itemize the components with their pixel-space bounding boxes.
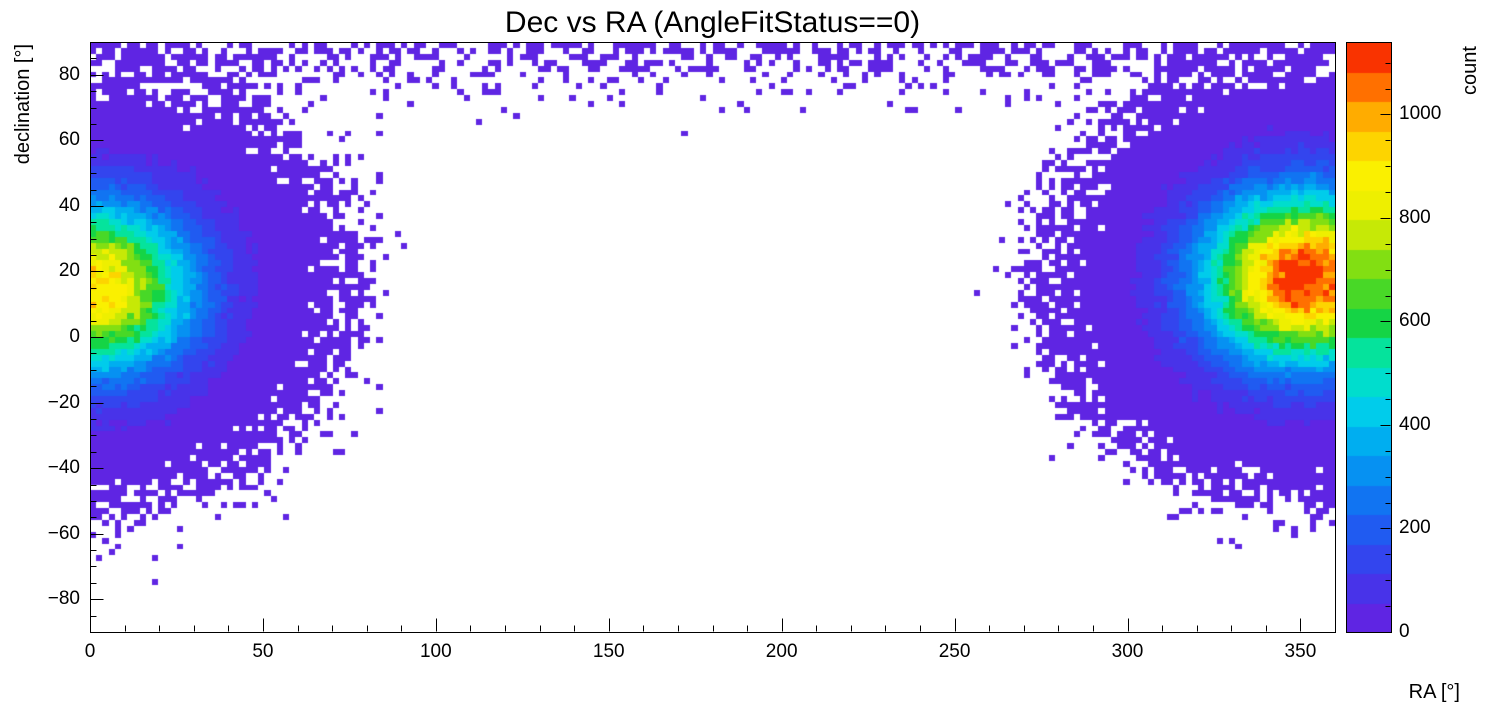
y-tick-label: 80 <box>58 63 80 85</box>
z-tick-label: 1000 <box>1399 103 1442 125</box>
y-tick-label: −40 <box>47 457 80 479</box>
x-axis-title: RA [°] <box>1408 681 1460 703</box>
z-tick-label: 600 <box>1399 310 1431 332</box>
z-tick-label: 200 <box>1399 517 1431 539</box>
x-tick-label: 200 <box>765 641 798 662</box>
x-tick-label: 300 <box>1111 641 1144 662</box>
y-tick-label: 20 <box>58 260 80 282</box>
x-tick-label: 0 <box>84 641 96 662</box>
z-axis-title: count <box>1459 46 1481 95</box>
colorbar <box>1347 42 1391 632</box>
y-tick-label: −80 <box>47 588 80 610</box>
x-tick-label: 100 <box>419 641 452 662</box>
x-tick-label: 250 <box>938 641 971 662</box>
y-tick-label: −20 <box>47 391 80 413</box>
y-tick-label: −60 <box>47 522 80 544</box>
z-tick-label: 0 <box>1399 621 1410 642</box>
z-tick-label: 800 <box>1399 206 1431 228</box>
chart-title: Dec vs RA (AngleFitStatus==0) <box>504 6 921 39</box>
y-tick-label: 0 <box>69 326 80 347</box>
x-tick-label: 50 <box>252 641 274 662</box>
x-tick-label: 150 <box>592 641 625 662</box>
y-tick-label: 40 <box>58 194 80 216</box>
z-tick-label: 400 <box>1399 413 1431 435</box>
y-tick-label: 60 <box>58 129 80 151</box>
heatmap-canvas <box>90 42 1335 632</box>
x-tick-label: 350 <box>1284 641 1317 662</box>
